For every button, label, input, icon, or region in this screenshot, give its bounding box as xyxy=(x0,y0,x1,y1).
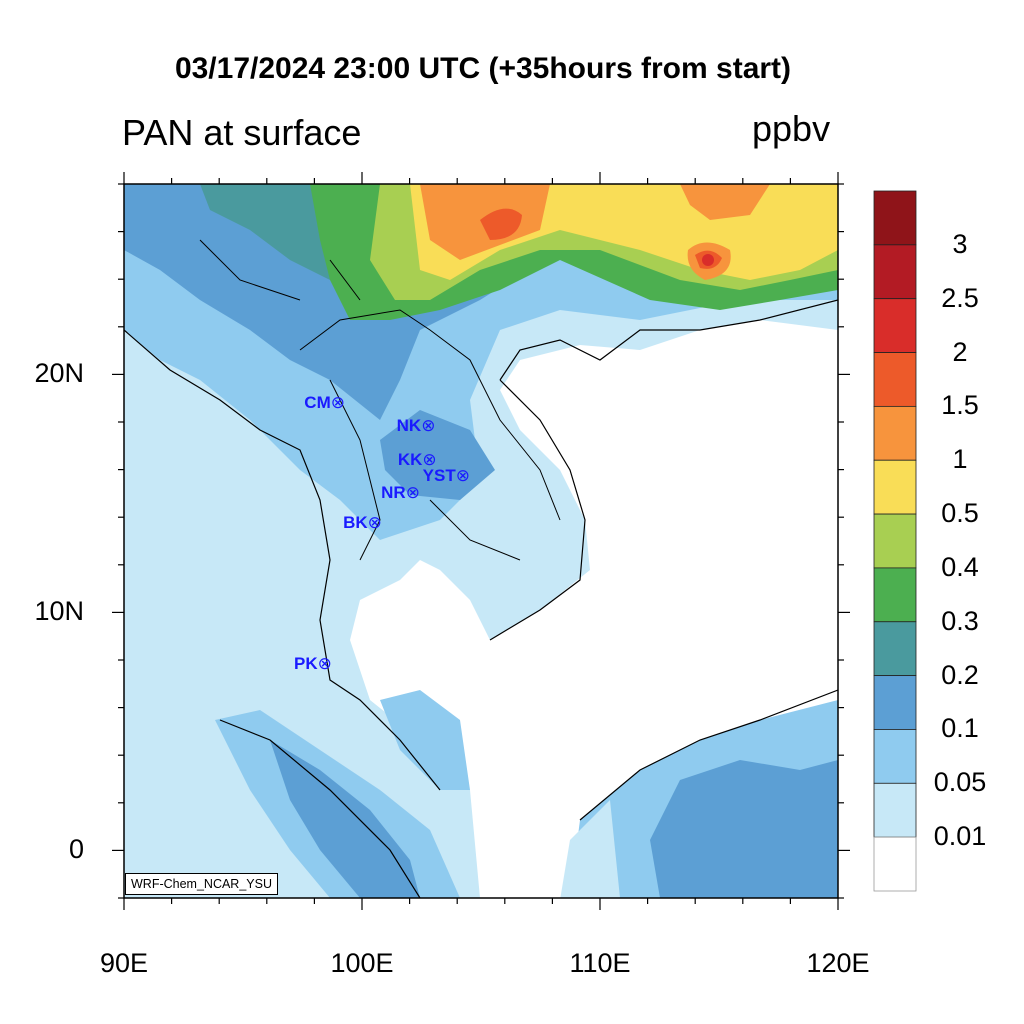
colorbar-swatch xyxy=(873,190,917,246)
station-marker: YST⊗ xyxy=(423,466,470,486)
model-credit: WRF-Chem_NCAR_YSU xyxy=(125,873,278,895)
coastline xyxy=(124,299,838,898)
colorbar-swatch xyxy=(873,459,917,515)
colorbar-swatch xyxy=(873,567,917,623)
station-marker: NR⊗ xyxy=(381,483,420,503)
station-circle-x-icon: ⊗ xyxy=(405,483,420,503)
station-name: KK xyxy=(397,450,423,470)
station-name: CM xyxy=(304,392,331,412)
plot-title: 03/17/2024 23:00 UTC (+35hours from star… xyxy=(174,52,792,85)
axis-ticks xyxy=(112,172,850,910)
lon-label: 90E xyxy=(99,948,149,978)
colorbar-swatch xyxy=(873,675,917,730)
colorbar-swatch xyxy=(873,729,917,784)
colorbar-swatch xyxy=(873,298,917,353)
station-circle-x-icon: ⊗ xyxy=(367,513,382,533)
colorbar-swatch xyxy=(873,836,917,892)
colorbar-label: 0.5 xyxy=(941,498,979,529)
station-name: NR xyxy=(381,483,406,503)
variable-label: PAN at surface xyxy=(122,112,362,153)
colorbar xyxy=(873,190,917,892)
station-marker: NK⊗ xyxy=(397,416,436,436)
station-marker: KK⊗ xyxy=(398,450,437,470)
colorbar-label: 0.01 xyxy=(933,821,987,852)
station-circle-x-icon: ⊗ xyxy=(317,653,332,673)
colorbar-swatch xyxy=(873,513,917,569)
station-name: NK xyxy=(396,415,422,435)
colorbar-swatch xyxy=(873,782,917,838)
colorbar-label: 1 xyxy=(952,444,968,475)
colorbar-swatch xyxy=(873,405,917,461)
colorbar-label: 2 xyxy=(952,336,968,367)
lon-label: 100E xyxy=(330,948,394,978)
station-circle-x-icon: ⊗ xyxy=(422,450,437,470)
colorbar-swatch xyxy=(873,621,917,677)
colorbar-label: 0.05 xyxy=(933,767,987,798)
lat-label: 0 xyxy=(68,834,84,865)
plot-frame xyxy=(123,183,839,899)
station-circle-x-icon: ⊗ xyxy=(421,415,436,435)
station-name: BK xyxy=(343,513,368,533)
station-marker: BK⊗ xyxy=(343,513,382,533)
colorbar-label: 0.3 xyxy=(941,605,979,636)
lon-label: 120E xyxy=(806,948,870,978)
lat-label: 20N xyxy=(34,358,84,389)
colorbar-label: 2.5 xyxy=(941,282,979,313)
station-circle-x-icon: ⊗ xyxy=(455,465,470,485)
colorbar-swatch xyxy=(873,352,917,407)
colorbar-label: 0.2 xyxy=(941,659,979,690)
units-label: ppbv xyxy=(752,108,831,149)
lat-label: 10N xyxy=(34,596,84,627)
station-name: YST xyxy=(422,465,456,485)
station-marker: PK⊗ xyxy=(294,654,332,674)
colorbar-label: 3 xyxy=(952,228,968,259)
station-name: PK xyxy=(294,653,318,673)
lon-label: 110E xyxy=(569,948,631,978)
colorbar-label: 0.4 xyxy=(941,551,979,582)
station-circle-x-icon: ⊗ xyxy=(330,392,345,412)
station-marker: CM⊗ xyxy=(304,393,345,413)
colorbar-label: 1.5 xyxy=(941,390,979,421)
colorbar-swatch xyxy=(873,244,917,300)
country-borders xyxy=(199,239,561,561)
colorbar-label: 0.1 xyxy=(941,713,979,744)
concentration-field xyxy=(124,184,838,898)
